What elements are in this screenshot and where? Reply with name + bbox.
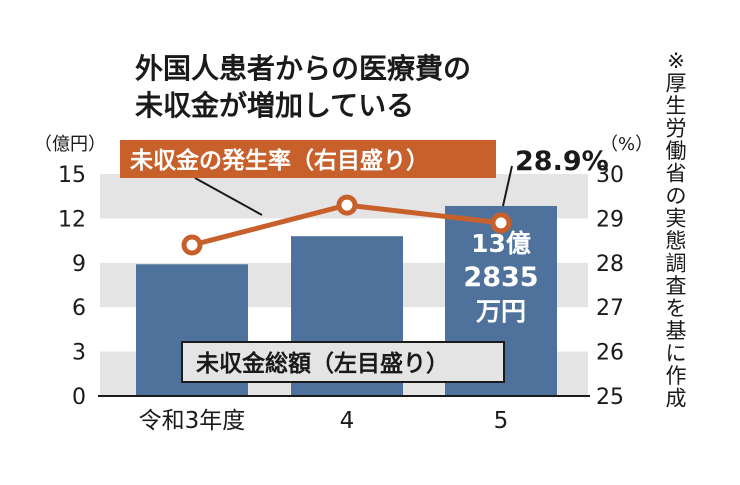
rate-point [490,212,512,234]
left-tick-label: 6 [72,296,86,321]
left-tick-label: 3 [72,341,86,366]
rate-point [181,234,203,256]
rate-line [181,194,512,256]
legend-rate: 未収金の発生率（右目盛り） [120,140,496,216]
right-axis-ticks: 25 26 27 28 29 30 [596,163,624,410]
amount-annotation-3: 万円 [476,297,526,326]
amount-annotation-1: 13億 [471,229,531,258]
right-tick-label: 30 [596,163,624,188]
right-tick-label: 26 [596,341,624,366]
legend-rate-leader [194,177,263,216]
amount-annotation-2: 2835 [463,262,538,293]
left-tick-label: 9 [72,252,86,277]
left-axis-unit: （億円） [34,134,106,155]
right-axis-unit: （%） [600,134,653,155]
left-axis-ticks: 0 3 6 9 12 15 [58,163,86,410]
legend-amount-box [181,341,505,383]
left-tick-label: 15 [58,163,86,188]
chart-title-line-2: 未収金が増加している [135,89,414,122]
legend-amount: 未収金総額（左目盛り） [181,341,505,383]
right-tick-label: 29 [596,207,624,232]
category-labels: 令和3年度 4 5 [139,408,509,434]
chart-title-line-1: 外国人患者からの医療費の [135,52,471,85]
category-label: 4 [340,408,355,434]
source-note: ※厚生労働省の実態調査を基に作成 [666,49,687,411]
rate-annotation: 28.9% [515,146,609,177]
rate-annotation-leader [502,165,513,207]
legend-rate-label: 未収金の発生率（右目盛り） [130,147,429,174]
left-tick-label: 12 [58,207,86,232]
legend-rate-box [120,140,496,178]
right-tick-label: 25 [596,385,624,410]
left-tick-label: 0 [72,385,86,410]
right-tick-label: 28 [596,252,624,277]
rate-point [336,194,358,216]
category-label: 令和3年度 [139,408,246,434]
right-tick-label: 27 [596,296,624,321]
legend-amount-label: 未収金総額（左目盛り） [196,350,449,377]
category-label: 5 [494,408,509,434]
